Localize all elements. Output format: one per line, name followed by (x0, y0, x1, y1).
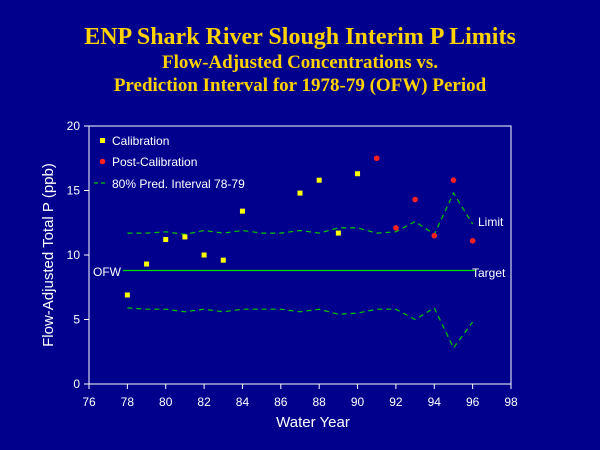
post-calibration-point (450, 177, 457, 183)
post-calibration-point (431, 232, 438, 239)
legend-post-calibration-marker (99, 158, 106, 165)
post-calibration-point (412, 196, 418, 203)
calibration-point (124, 292, 130, 298)
post-calibration-point (393, 225, 399, 231)
chart-subtitle-line2: Prediction Interval for 1978-79 (OFW) Pe… (113, 75, 487, 96)
ofw-annotation: OFW (93, 265, 122, 279)
x-tick-label: 78 (121, 395, 135, 409)
chart-subtitle-line1: Flow-Adjusted Concentrations vs. (161, 52, 439, 73)
legend-interval-label: 80% Pred. Interval 78-79 (112, 177, 245, 191)
x-tick-label: 92 (389, 395, 403, 409)
x-axis-label: Water Year (276, 414, 350, 431)
calibration-point (297, 190, 303, 196)
x-tick-label: 94 (428, 395, 442, 409)
calibration-point (144, 261, 150, 267)
target-annotation: Target (472, 266, 506, 280)
x-tick-label: 88 (313, 395, 327, 409)
legend-calibration-label: Calibration (112, 134, 169, 148)
calibration-point (163, 237, 169, 243)
post-calibration-point (469, 238, 476, 244)
legend-calibration-marker (100, 138, 105, 143)
x-tick-label: 80 (159, 395, 173, 409)
y-tick-label: 15 (67, 184, 81, 198)
calibration-point (201, 252, 207, 258)
y-tick-label: 10 (67, 248, 81, 262)
calibration-point (182, 234, 188, 240)
chart-title: ENP Shark River Slough Interim P Limits (84, 24, 516, 50)
calibration-point (220, 257, 226, 263)
x-tick-label: 86 (274, 395, 288, 409)
x-tick-label: 96 (466, 395, 480, 409)
y-axis-label: Flow-Adjusted Total P (ppb) (40, 163, 57, 347)
y-tick-label: 20 (67, 119, 81, 133)
x-tick-label: 82 (197, 395, 211, 409)
post-calibration-point (373, 155, 380, 162)
interval-upper-line (127, 191, 474, 236)
calibration-point (355, 171, 361, 177)
x-tick-label: 90 (351, 395, 365, 409)
limit-annotation: Limit (478, 215, 504, 229)
x-tick-label: 98 (504, 395, 518, 409)
interval-lower-line (127, 307, 474, 350)
y-tick-label: 5 (73, 313, 80, 327)
y-tick-label: 0 (73, 377, 80, 391)
calibration-point (316, 177, 322, 183)
calibration-point (239, 208, 245, 214)
x-tick-label: 76 (82, 395, 96, 409)
x-tick-label: 84 (236, 395, 250, 409)
calibration-point (335, 230, 341, 236)
legend-post-calibration-label: Post-Calibration (112, 155, 197, 169)
